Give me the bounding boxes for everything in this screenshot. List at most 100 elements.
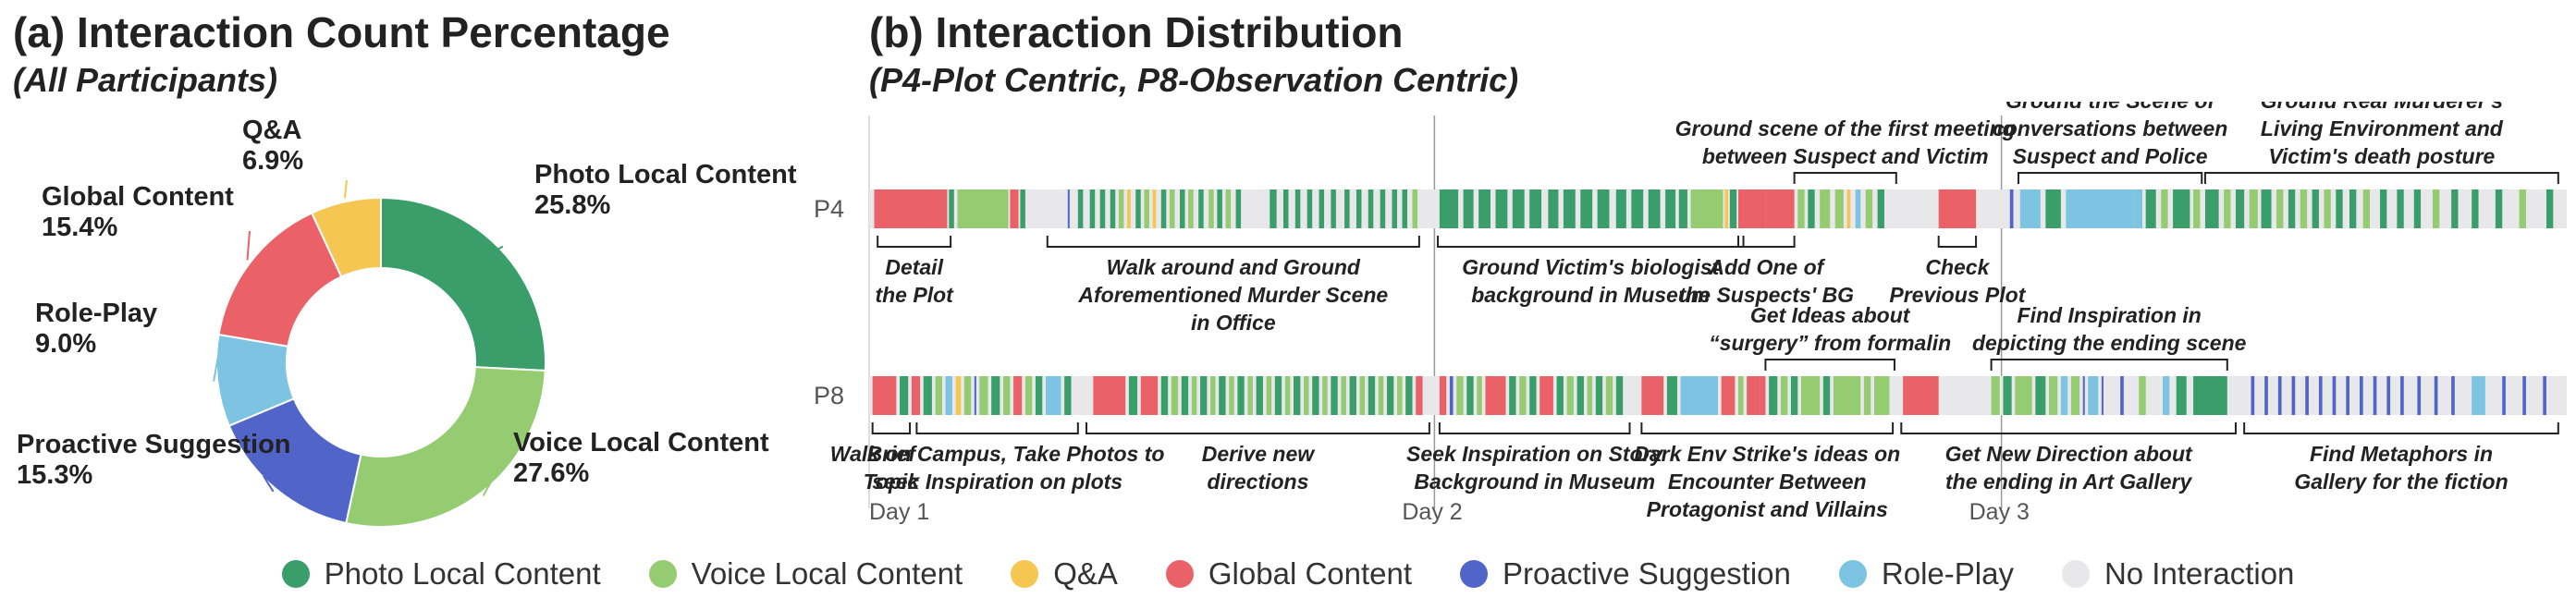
pie-label-voice: Voice Local Content [513,428,769,458]
segment-voice [2139,376,2146,415]
segment-photo [2003,376,2012,415]
segment-photo [1666,376,1677,415]
segment-voice [2324,189,2331,228]
annotation-bracket [915,422,1079,434]
legend-swatch-photo [281,560,310,588]
segment-photo [1294,189,1301,228]
segment-photo [1529,189,1542,228]
pie-leader-voice [482,466,500,496]
segment-qa [1846,189,1851,228]
segment-voice [1863,376,1871,415]
segment-photo [2336,189,2343,228]
segment-proactive [2543,376,2546,415]
segment-voice [2161,189,2168,228]
segment-photo [1089,189,1096,228]
annotation-text: Ground Real Murderer's [2261,102,2503,113]
segment-voice [1991,376,2000,415]
segment-voice [1225,189,1232,228]
panel-a-title: (a) Interaction Count Percentage [13,8,670,56]
legend-swatch-roleplay [1838,560,1867,588]
segment-voice [1477,376,1482,415]
legend-label: Proactive Suggestion [1503,556,1791,591]
segment-voice [1396,376,1403,415]
segment-voice [1118,189,1124,228]
segment-photo [1135,189,1141,228]
segment-photo [2045,189,2061,228]
segment-voice [1456,376,1464,415]
legend-label: No Interaction [2104,556,2295,591]
pie-value-roleplay: 9.0% [35,329,96,359]
segment-photo [1020,189,1025,228]
segment-photo [1035,376,1043,415]
segment-photo [1256,376,1263,415]
segment-voice [1247,376,1253,415]
segment-photo [1306,189,1313,228]
segment-voice [2193,189,2201,228]
pie-slice-voice [345,366,546,528]
annotation-text: the ending in Art Gallery [1945,470,2192,494]
segment-global [1641,376,1664,415]
segment-photo [1349,376,1356,415]
segment-roleplay [945,376,952,415]
segment-photo [1665,189,1676,228]
annotation-bracket [1793,172,1897,184]
segment-proactive [2373,376,2377,415]
segment-roleplay [2060,376,2068,415]
segment-photo [1319,189,1325,228]
segment-voice [2276,189,2284,228]
segment-voice [2049,376,2058,415]
annotation-bracket [1937,236,1978,248]
segment-global [911,376,921,415]
annotation-text: the Suspects' BG [1679,283,1855,307]
segment-global [1539,376,1553,415]
segment-voice [2224,189,2231,228]
segment-photo [2204,189,2219,228]
panel-a-subtitle: (All Participants) [13,61,278,99]
annotation-text: Check [1925,255,1990,279]
segment-photo [923,376,932,415]
annotation-bracket [2203,172,2559,184]
segment-photo [1576,376,1584,415]
segment-photo [1563,189,1576,228]
segment-voice [1690,189,1723,228]
segment-voice [957,189,1009,228]
segment-voice [1171,376,1179,415]
annotation-bracket [871,422,912,434]
segment-proactive [2346,376,2349,415]
annotation-bracket [2243,422,2559,434]
annotation-bracket [1046,236,1420,248]
segment-proactive [2386,376,2391,415]
segment-proactive [2101,376,2104,415]
annotation-text: Encounter Between [1668,470,1867,494]
segment-roleplay [2088,376,2099,415]
segment-proactive [2291,376,2296,415]
segment-photo [1790,376,1798,415]
segment-voice [2519,189,2526,228]
segment-photo [2397,189,2404,228]
segment-global [1416,376,1423,415]
segment-global [1747,376,1760,415]
segment-photo [1160,376,1169,415]
legend-swatch-global [1165,560,1194,588]
legend-label: Voice Local Content [691,556,963,591]
segment-photo [1466,376,1474,415]
segment-global [1093,376,1126,415]
annotation-text: Walk on Campus, Take Photos to [830,442,1165,466]
pie-leader-global [246,230,251,261]
legend-label: Role-Play [1881,556,2014,591]
segment-voice [1024,376,1033,415]
segment-voice [1359,376,1366,415]
annotation-text: Gallery for the fiction [2294,470,2508,494]
annotation-text: seek Inspiration on plots [872,470,1122,494]
pie-leader-photo [450,245,504,276]
annotation-text: Dark Env Strike's ideas on [1634,442,1900,466]
segment-proactive [2400,376,2404,415]
annotation-text: Ground scene of the first meeting [1675,116,2016,140]
annotation-text: Add One of [1708,255,1825,279]
segment-voice [2015,376,2032,415]
segment-global [1765,189,1795,228]
segment-voice [1800,376,1821,415]
annotation-text: conversations between [1993,116,2227,140]
segment-proactive [2120,376,2124,415]
annotation-bracket [1764,359,1895,371]
